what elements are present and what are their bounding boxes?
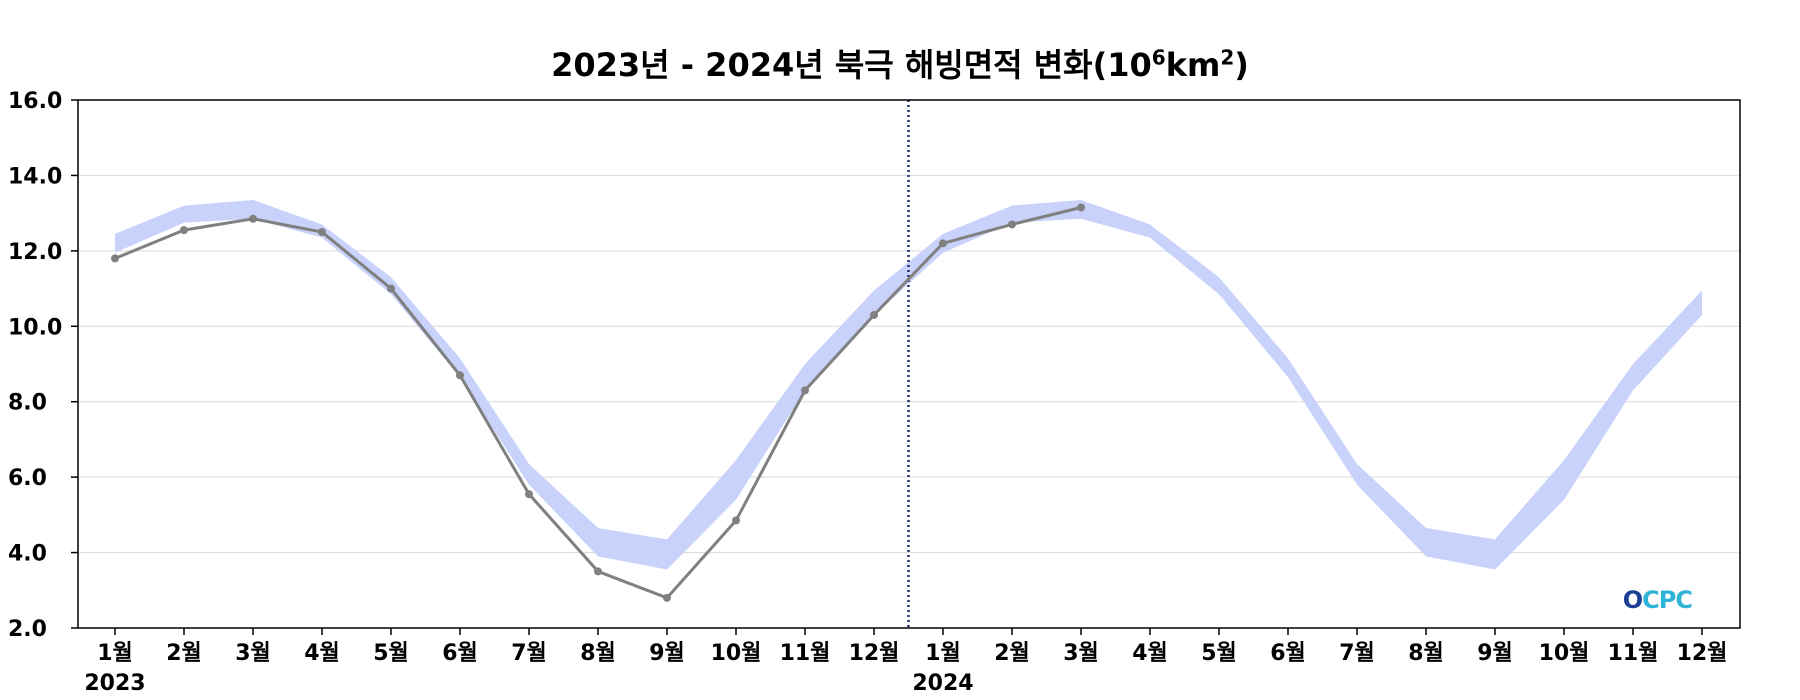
x-tick-label: 1월 bbox=[925, 641, 961, 666]
x-tick-label: 8월 bbox=[580, 641, 616, 666]
x-tick-label: 6월 bbox=[442, 641, 478, 666]
x-tick-label: 2월 bbox=[994, 641, 1030, 666]
x-tick-label: 9월 bbox=[649, 641, 685, 666]
x-tick-label: 4월 bbox=[304, 641, 340, 666]
tick-layer: 2.0 4.0 6.0 8.0 10.0 12.0 14.0 16.0 1월 2월 3월 4월 5월 6월… bbox=[8, 89, 1727, 696]
data-point bbox=[870, 310, 878, 319]
x-tick-label: 12월 bbox=[1677, 641, 1728, 666]
logo-part: O bbox=[1623, 586, 1643, 614]
data-point bbox=[249, 214, 257, 223]
data-point bbox=[1008, 220, 1016, 229]
chart-title: 2023년 - 2024년 북극 해빙면적 변화(106km2) bbox=[551, 45, 1249, 84]
data-point bbox=[732, 516, 740, 525]
x-tick-label: 7월 bbox=[511, 641, 547, 666]
data-point bbox=[318, 228, 326, 236]
x-tick-label: 5월 bbox=[373, 641, 409, 666]
x-tick-label: 4월 bbox=[1132, 641, 1168, 666]
x-tick-label: 3월 bbox=[235, 641, 271, 666]
x-tick-label: 3월 bbox=[1063, 641, 1099, 666]
data-point bbox=[1077, 203, 1085, 212]
x-tick-label: 7월 bbox=[1339, 641, 1375, 666]
year-label: 2023 bbox=[84, 671, 145, 696]
data-point bbox=[525, 490, 533, 499]
y-tick-label: 8.0 bbox=[8, 391, 47, 416]
x-tick-label: 12월 bbox=[849, 641, 900, 666]
line-layer bbox=[111, 100, 1085, 628]
x-tick-label: 6월 bbox=[1270, 641, 1306, 666]
x-tick-label: 11월 bbox=[780, 641, 831, 666]
data-point bbox=[801, 386, 809, 395]
y-tick-label: 2.0 bbox=[8, 617, 47, 642]
year-label: 2024 bbox=[912, 671, 973, 696]
y-tick-label: 16.0 bbox=[8, 89, 62, 114]
data-point bbox=[387, 284, 395, 293]
y-tick-label: 4.0 bbox=[8, 542, 47, 567]
x-tick-label: 5월 bbox=[1201, 641, 1237, 666]
x-tick-label: 10월 bbox=[711, 641, 762, 666]
data-point bbox=[456, 371, 464, 380]
x-tick-label: 1월 bbox=[97, 641, 133, 666]
plot-frame bbox=[77, 99, 1741, 629]
ocpc-logo: OCPC bbox=[1623, 586, 1694, 614]
y-tick-label: 12.0 bbox=[8, 240, 62, 265]
x-tick-label: 2월 bbox=[166, 641, 202, 666]
data-point bbox=[111, 254, 119, 263]
range-band bbox=[115, 199, 1702, 570]
data-point bbox=[594, 567, 602, 576]
logo-part: CPC bbox=[1642, 586, 1692, 614]
plot-border bbox=[77, 99, 1741, 629]
y-tick-label: 6.0 bbox=[8, 466, 47, 491]
x-tick-label: 11월 bbox=[1608, 641, 1659, 666]
data-point bbox=[939, 239, 947, 248]
band-layer bbox=[115, 199, 1702, 570]
x-tick-label: 9월 bbox=[1477, 641, 1513, 666]
x-tick-label: 8월 bbox=[1408, 641, 1444, 666]
x-tick-label: 10월 bbox=[1539, 641, 1590, 666]
y-tick-label: 14.0 bbox=[8, 164, 62, 189]
y-tick-label: 10.0 bbox=[8, 315, 62, 340]
data-point bbox=[663, 593, 671, 602]
ocpc-logo-text: OCPC bbox=[1623, 586, 1693, 614]
data-point bbox=[180, 226, 188, 235]
